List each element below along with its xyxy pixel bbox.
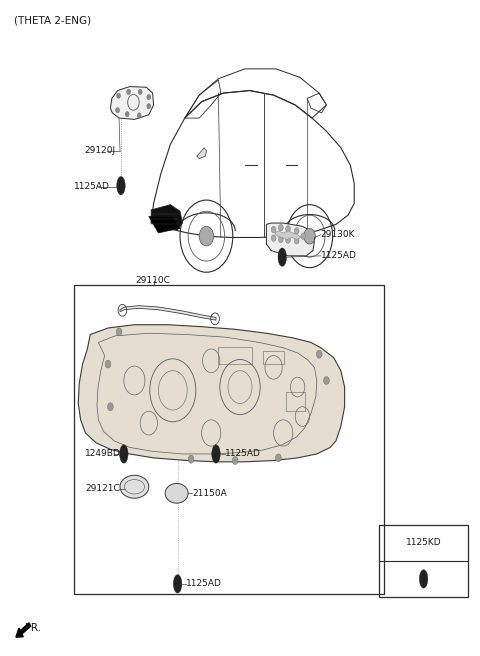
Text: 29110C: 29110C — [136, 276, 171, 285]
Polygon shape — [78, 325, 345, 462]
Polygon shape — [266, 223, 314, 256]
Polygon shape — [151, 205, 182, 230]
Circle shape — [304, 228, 315, 244]
Bar — [286, 392, 305, 411]
Circle shape — [286, 237, 290, 243]
Circle shape — [138, 89, 142, 94]
Ellipse shape — [212, 445, 220, 463]
Circle shape — [147, 104, 151, 109]
Circle shape — [301, 233, 306, 239]
Circle shape — [116, 328, 122, 336]
Bar — [74, 285, 384, 594]
Ellipse shape — [165, 483, 188, 503]
Text: (THETA 2-ENG): (THETA 2-ENG) — [14, 15, 92, 25]
Text: 29121C: 29121C — [85, 484, 120, 493]
Ellipse shape — [173, 575, 182, 593]
Polygon shape — [275, 231, 301, 239]
FancyArrow shape — [16, 623, 31, 637]
Text: 29120J: 29120J — [84, 146, 115, 155]
Text: 1125AD: 1125AD — [225, 449, 261, 459]
Ellipse shape — [420, 569, 428, 588]
Circle shape — [271, 226, 276, 233]
Circle shape — [286, 226, 290, 232]
Circle shape — [137, 113, 141, 118]
Circle shape — [276, 454, 281, 462]
Bar — [379, 525, 468, 597]
Text: 1249BD: 1249BD — [85, 449, 121, 459]
Ellipse shape — [120, 445, 128, 463]
Circle shape — [316, 350, 322, 358]
Circle shape — [278, 224, 283, 231]
Text: 1125AD: 1125AD — [321, 251, 357, 260]
Text: 1125KD: 1125KD — [406, 539, 442, 547]
Circle shape — [294, 237, 299, 244]
Text: FR.: FR. — [25, 623, 41, 634]
Polygon shape — [120, 306, 216, 320]
Circle shape — [294, 228, 299, 234]
Circle shape — [278, 236, 283, 243]
Circle shape — [105, 360, 111, 368]
Text: 1125AD: 1125AD — [186, 579, 222, 588]
Circle shape — [147, 94, 151, 100]
Ellipse shape — [117, 176, 125, 195]
Ellipse shape — [120, 475, 149, 499]
Polygon shape — [110, 87, 154, 119]
Polygon shape — [149, 216, 180, 233]
Bar — [218, 348, 252, 363]
Ellipse shape — [278, 248, 287, 266]
Circle shape — [117, 93, 120, 98]
Text: 21150A: 21150A — [192, 489, 227, 498]
Circle shape — [271, 235, 276, 241]
Bar — [263, 351, 284, 364]
Circle shape — [125, 112, 129, 117]
Circle shape — [199, 226, 214, 246]
Circle shape — [324, 377, 329, 384]
Circle shape — [127, 89, 131, 94]
Text: 1125AD: 1125AD — [74, 182, 110, 192]
Text: 29130K: 29130K — [321, 230, 355, 239]
Circle shape — [188, 455, 194, 463]
Circle shape — [116, 108, 120, 113]
Circle shape — [232, 457, 238, 464]
Circle shape — [108, 403, 113, 411]
Polygon shape — [197, 148, 206, 159]
